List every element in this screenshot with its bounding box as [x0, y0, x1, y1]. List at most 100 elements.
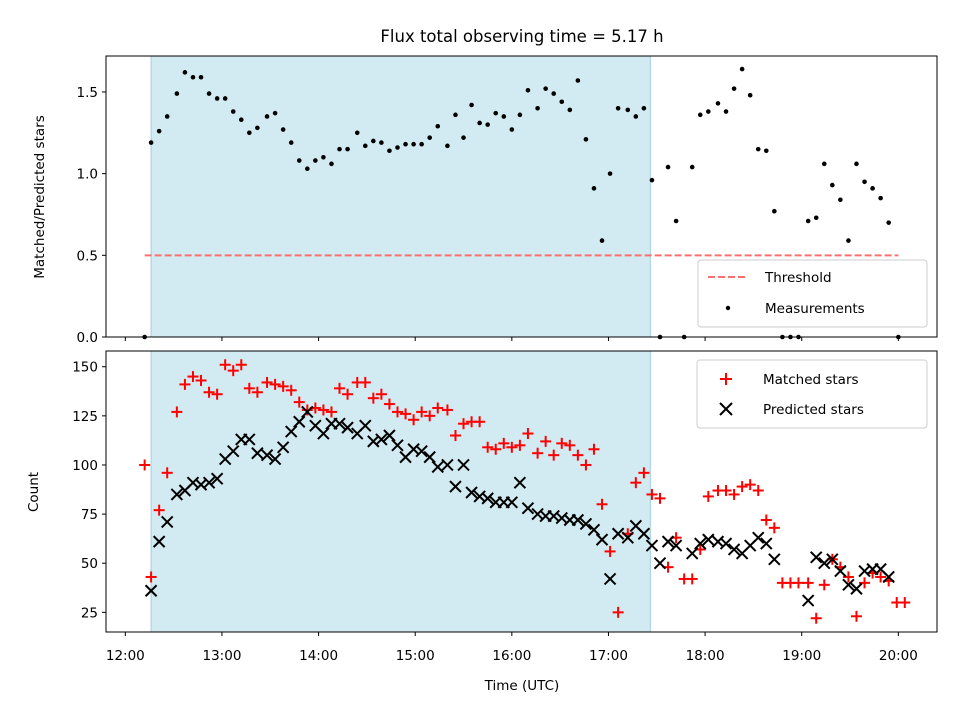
matched-stars-point: [251, 386, 263, 398]
predicted-stars-point: [333, 417, 346, 430]
predicted-marker-b: [465, 486, 478, 499]
predicted-marker-b: [383, 429, 396, 442]
matched-stars-point: [243, 382, 255, 394]
matched-stars-point: [153, 504, 165, 516]
predicted-stars-point: [210, 472, 224, 485]
predicted-stars-point: [637, 527, 651, 540]
measurement-point: [681, 334, 687, 340]
measurement-point: [517, 112, 523, 118]
predicted-marker-b: [333, 417, 346, 430]
measurement-point: [206, 91, 212, 96]
predicted-stars-point: [801, 594, 815, 607]
predicted-marker-b: [415, 445, 428, 458]
matched-stars-point: [203, 386, 215, 398]
matched-stars-point: [285, 384, 297, 396]
predicted-marker-b: [587, 523, 601, 537]
measurement-point: [280, 127, 286, 132]
x-axis-label: Time (UTC): [484, 678, 560, 694]
predicted-stars-point: [842, 578, 855, 592]
measurement-point: [723, 109, 729, 114]
predicted-stars-point: [170, 488, 184, 501]
predicted-stars-point: [293, 415, 306, 428]
matched-stars-point: [441, 404, 453, 416]
matched-stars-point: [875, 571, 887, 583]
predicted-marker-b: [842, 578, 855, 592]
measurement-point: [772, 208, 777, 214]
predicted-stars-point: [383, 429, 396, 442]
matched-stars-point: [540, 435, 552, 447]
predicted-marker-b: [521, 501, 535, 515]
matched-stars-point: [367, 392, 379, 404]
predicted-marker-b: [293, 415, 306, 428]
matched-stars-point: [161, 467, 173, 479]
predicted-stars-point: [727, 543, 741, 556]
x-tick-label: 12:00: [106, 648, 145, 664]
predicted-marker-b: [727, 543, 741, 556]
predicted-marker-b: [160, 515, 174, 529]
measurement-point: [886, 220, 891, 225]
matched-stars-point: [572, 449, 584, 461]
measurement-point: [739, 66, 745, 72]
matched-stars-point: [334, 382, 346, 394]
bottom-panel: 25 50 75 100 125 150 12:00 13:00 14:00 15:00 16:00…: [72, 350, 938, 664]
top-observing-window: [150, 55, 651, 338]
predicted-stars-point: [571, 513, 585, 527]
predicted-stars-point: [441, 458, 454, 472]
bottom-legend: Matched stars Predicted stars: [696, 359, 928, 429]
predicted-stars-point: [359, 419, 372, 432]
predicted-stars-point: [768, 553, 781, 566]
measurement-point: [345, 146, 350, 152]
predicted-marker-b: [653, 557, 667, 570]
predicted-marker-b: [858, 564, 871, 578]
measurement-point: [264, 114, 270, 119]
bottom-legend-frame: [696, 359, 928, 429]
bottom-y-tick-label: 125: [72, 409, 98, 425]
measurement-point: [862, 179, 867, 185]
measurement-point: [411, 141, 416, 147]
measurement-point: [821, 161, 827, 167]
measurement-point: [296, 158, 302, 163]
predicted-stars-point: [144, 584, 158, 597]
top-y-axis-label: Matched/Predicted stars: [32, 115, 48, 278]
matched-stars-point: [768, 522, 780, 534]
matched-stars-point: [424, 410, 436, 422]
measurement-point: [615, 105, 621, 111]
predicted-marker-b: [227, 445, 240, 458]
predicted-stars-point: [702, 533, 715, 546]
matched-stars-point: [482, 441, 494, 453]
measurement-point: [838, 197, 843, 203]
predicted-stars-point: [595, 533, 609, 546]
measurement-point: [697, 112, 703, 118]
predicted-marker-b: [810, 551, 823, 564]
measurement-point: [805, 218, 811, 224]
measurement-point: [435, 123, 441, 129]
predicted-stars-point: [505, 496, 519, 509]
predicted-stars-point: [645, 539, 659, 552]
measurement-point: [469, 102, 474, 108]
measurement-point: [230, 109, 236, 114]
matched-stars-point: [686, 573, 698, 585]
predicted-stars-point: [268, 452, 282, 466]
predicted-marker-b: [621, 531, 634, 544]
x-tick-label: 18:00: [686, 648, 725, 664]
matched-stars-point: [596, 498, 608, 510]
bottom-y-tick-label: 50: [81, 556, 98, 572]
matched-stars-point: [532, 447, 544, 459]
matched-stars-point: [211, 388, 223, 400]
matched-stars-point: [139, 459, 151, 471]
measurement-point: [665, 164, 671, 170]
matched-stars-point: [818, 579, 830, 591]
measurement-point: [543, 86, 548, 91]
predicted-stars-point: [465, 486, 478, 499]
predicted-stars-point: [284, 425, 298, 438]
matched-stars-point: [171, 406, 183, 418]
measurement-point: [689, 164, 695, 170]
measurement-point: [379, 140, 384, 145]
measurement-point: [142, 334, 147, 340]
predicted-marker-b: [752, 531, 765, 544]
predicted-stars-point: [243, 433, 256, 446]
matched-stars-point: [580, 459, 592, 471]
predicted-marker-b: [850, 582, 863, 595]
measurement-point: [255, 125, 260, 131]
measurement-point: [214, 96, 220, 101]
